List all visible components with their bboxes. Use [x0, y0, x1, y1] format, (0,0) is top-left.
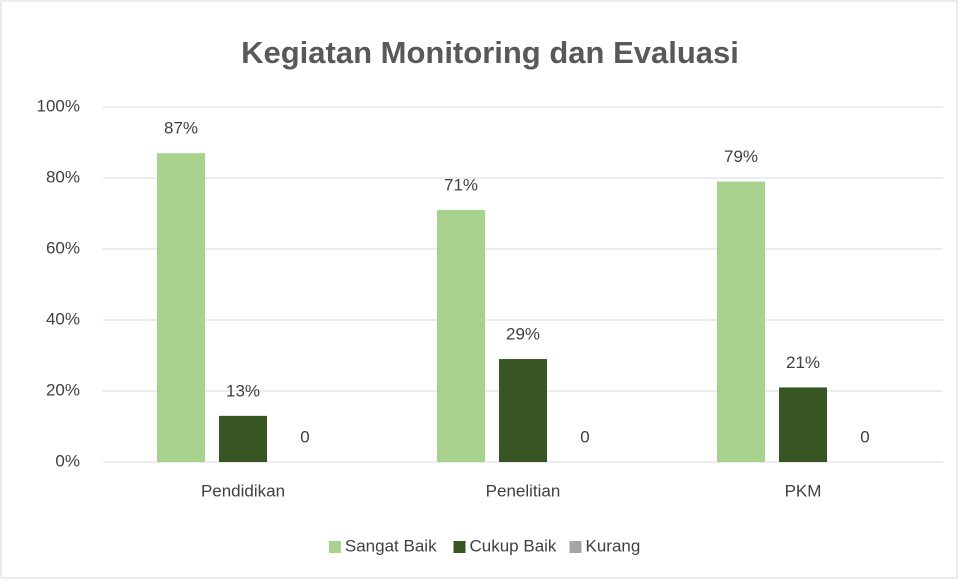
data-label: 29%: [506, 325, 540, 344]
legend-label: Kurang: [586, 536, 641, 555]
bar: [437, 209, 485, 462]
data-label: 71%: [444, 175, 478, 194]
data-label: 0: [860, 427, 869, 446]
legend-swatch: [328, 541, 341, 553]
legend-label: Cukup Baik: [470, 536, 557, 555]
x-tick-label: PKM: [785, 481, 822, 500]
legend-swatch: [453, 541, 466, 553]
chart-title: Kegiatan Monitoring dan Evaluasi: [241, 35, 739, 70]
bar: [717, 181, 765, 463]
y-tick-label: 40%: [46, 309, 80, 328]
data-label: 21%: [786, 353, 820, 372]
y-tick-label: 60%: [46, 238, 80, 257]
legend-swatch: [569, 541, 582, 553]
bar: [779, 387, 827, 462]
y-tick-label: 80%: [46, 167, 80, 186]
legend-label: Sangat Baik: [345, 536, 437, 555]
y-tick-label: 0%: [55, 451, 80, 470]
y-tick-label: 100%: [37, 96, 80, 115]
data-label: 0: [300, 427, 309, 446]
x-tick-label: Penelitian: [486, 481, 561, 500]
bar: [499, 359, 547, 462]
y-tick-label: 20%: [46, 380, 80, 399]
data-label: 13%: [226, 381, 260, 400]
x-tick-label: Pendidikan: [201, 481, 285, 500]
data-label: 0: [580, 427, 589, 446]
bar: [157, 153, 205, 462]
data-label: 87%: [164, 119, 198, 138]
data-label: 79%: [724, 147, 758, 166]
bar: [219, 415, 267, 462]
